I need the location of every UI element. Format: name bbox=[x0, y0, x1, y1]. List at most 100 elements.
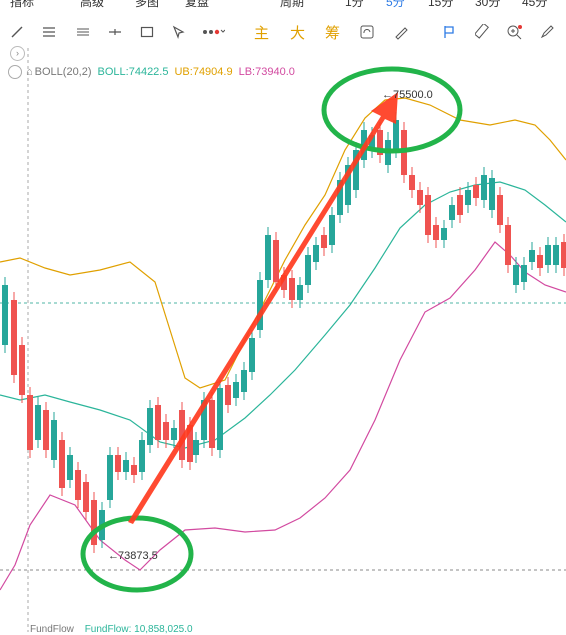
candle-body bbox=[441, 228, 447, 240]
candle-body bbox=[187, 425, 193, 462]
candle-body bbox=[2, 285, 8, 345]
period-15m[interactable]: 15分 bbox=[428, 0, 454, 9]
advanced-menu[interactable]: 高级 bbox=[80, 0, 105, 9]
top-menu-bar: 指标 高级 多图 复盘 周期 1分 5分 15分 30分 45分 bbox=[0, 0, 566, 12]
settings-icon[interactable] bbox=[8, 65, 22, 79]
flag-icon[interactable] bbox=[438, 21, 460, 43]
candle-body bbox=[417, 190, 423, 205]
period-5m[interactable]: 5分 bbox=[386, 0, 405, 9]
candle-body bbox=[529, 250, 535, 262]
candle-body bbox=[155, 405, 161, 440]
indicator-menu[interactable]: 指标 bbox=[10, 0, 35, 9]
candle-body bbox=[225, 385, 231, 405]
candle-body bbox=[369, 135, 375, 150]
candle-body bbox=[19, 345, 25, 395]
rect-icon[interactable] bbox=[136, 21, 158, 43]
candle-body bbox=[489, 178, 495, 210]
candle-body bbox=[345, 165, 351, 205]
boll-name: BOLL(20,2) bbox=[34, 66, 92, 78]
brush-icon[interactable] bbox=[536, 21, 558, 43]
candle-body bbox=[265, 235, 271, 280]
candle-body bbox=[481, 175, 487, 200]
candle-body bbox=[249, 338, 255, 372]
trend-arrow bbox=[128, 92, 398, 524]
candle-body bbox=[329, 215, 335, 245]
candle-body bbox=[321, 235, 327, 248]
candle-body bbox=[521, 265, 527, 282]
pen-icon[interactable] bbox=[390, 21, 412, 43]
period-30m[interactable]: 30分 bbox=[475, 0, 501, 9]
high-circle bbox=[321, 66, 463, 154]
candle-body bbox=[457, 195, 463, 215]
period-menu[interactable]: 周期 bbox=[280, 0, 305, 9]
horizontal-line-icon[interactable] bbox=[104, 21, 126, 43]
candle-body bbox=[115, 455, 121, 472]
main-force-label[interactable]: 主 bbox=[254, 24, 270, 42]
low-price-label: 73873.5 bbox=[118, 550, 158, 562]
candles bbox=[2, 112, 566, 553]
collapse-toggle-icon[interactable]: › bbox=[10, 46, 25, 61]
cursor-icon[interactable] bbox=[168, 21, 190, 43]
period-1m[interactable]: 1分 bbox=[345, 0, 364, 9]
candle-body bbox=[377, 130, 383, 155]
low-marker-arrow: ← bbox=[108, 550, 119, 562]
boll-middle-band bbox=[0, 181, 566, 449]
candle-body bbox=[393, 120, 399, 150]
candle-body bbox=[75, 470, 81, 500]
period-45m[interactable]: 45分 bbox=[522, 0, 548, 9]
boll-value: BOLL:74422.5 bbox=[97, 66, 169, 78]
menu-icon[interactable] bbox=[38, 21, 60, 43]
candle-body bbox=[473, 185, 479, 198]
high-marker-arrow: ← bbox=[382, 89, 393, 101]
candle-body bbox=[425, 195, 431, 235]
replay-menu[interactable]: 复盘 bbox=[185, 0, 210, 9]
candle-body bbox=[43, 410, 49, 450]
candle-body bbox=[257, 280, 263, 330]
candle-body bbox=[465, 190, 471, 205]
candle-body bbox=[107, 455, 113, 500]
list-icon[interactable] bbox=[72, 21, 94, 43]
candle-body bbox=[289, 278, 295, 300]
fundflow-value: FundFlow: 10,858,025.0 bbox=[84, 624, 193, 635]
candle-body bbox=[171, 428, 177, 440]
candle-body bbox=[201, 400, 207, 440]
candle-body bbox=[313, 245, 319, 262]
alert-icon[interactable]: ⌂ bbox=[26, 66, 33, 78]
fundflow-row: FundFlow FundFlow: 10,858,025.0 bbox=[30, 624, 193, 635]
candle-body bbox=[193, 440, 199, 455]
chips-label[interactable]: 筹 bbox=[325, 24, 341, 42]
boll-lower-band bbox=[0, 241, 566, 591]
candle-body bbox=[233, 382, 239, 398]
zoom-icon[interactable] bbox=[504, 21, 526, 43]
refresh-icon[interactable] bbox=[356, 21, 378, 43]
multi-chart-menu[interactable]: 多图 bbox=[135, 0, 160, 9]
candle-body bbox=[297, 285, 303, 300]
candle-body bbox=[513, 265, 519, 285]
candle-body bbox=[553, 245, 559, 265]
candle-body bbox=[83, 482, 89, 512]
candle-body bbox=[305, 255, 311, 285]
boll-indicator-row: ⌂ BOLL(20,2) BOLL:74422.5 UB:74904.9 LB:… bbox=[8, 64, 301, 80]
more-dots-icon[interactable] bbox=[200, 21, 226, 43]
large-order-label[interactable]: 大 bbox=[290, 24, 306, 42]
drawing-toolbar: 主 大 筹 bbox=[0, 17, 566, 47]
candle-body bbox=[59, 440, 65, 488]
candle-body bbox=[409, 175, 415, 190]
candlestick-chart[interactable]: ← 73873.5 ← 75500.0 bbox=[0, 48, 566, 632]
candle-body bbox=[123, 460, 129, 472]
candle-body bbox=[139, 440, 145, 472]
candle-body bbox=[497, 195, 503, 225]
candle-body bbox=[179, 410, 185, 460]
candle-body bbox=[163, 422, 169, 440]
line-tool-icon[interactable] bbox=[6, 21, 28, 43]
candle-body bbox=[545, 245, 551, 265]
candle-body bbox=[337, 180, 343, 215]
candle-body bbox=[91, 500, 97, 545]
candle-body bbox=[433, 225, 439, 240]
ub-value: UB:74904.9 bbox=[174, 66, 233, 78]
candle-body bbox=[273, 240, 279, 282]
candle-body bbox=[505, 225, 511, 265]
ruler-icon[interactable] bbox=[472, 21, 494, 43]
lb-value: LB:73940.0 bbox=[238, 66, 295, 78]
candle-body bbox=[241, 370, 247, 392]
